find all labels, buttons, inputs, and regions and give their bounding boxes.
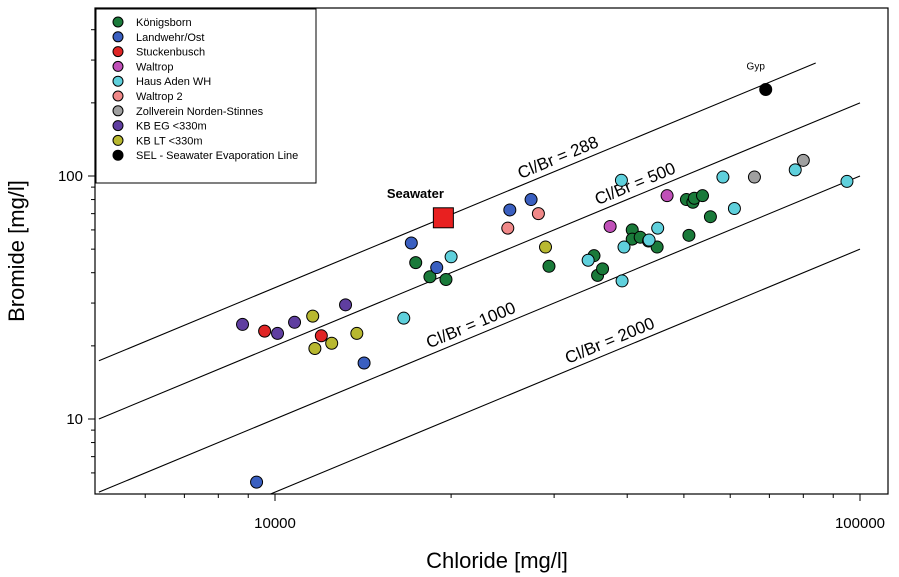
legend-marker <box>112 149 124 161</box>
y-tick-label: 10 <box>66 411 83 428</box>
data-point <box>271 326 285 340</box>
data-point <box>788 163 802 177</box>
legend-marker <box>112 120 124 132</box>
data-point <box>306 309 320 323</box>
legend-label: KB EG <330m <box>136 121 207 133</box>
data-point <box>682 228 696 242</box>
data-point <box>250 475 264 489</box>
data-point <box>357 356 371 370</box>
legend-box <box>95 8 317 184</box>
data-point <box>350 326 364 340</box>
legend-marker <box>112 46 124 58</box>
legend-label: SEL - Seawater Evaporation Line <box>136 150 298 162</box>
data-point <box>703 210 717 224</box>
ratio-line <box>269 248 861 494</box>
legend-label: Königsborn <box>136 17 192 29</box>
x-axis-title: Chloride [mg/l] <box>426 548 568 573</box>
data-point <box>716 170 730 184</box>
data-point <box>308 342 322 356</box>
seawater-label: Seawater <box>387 186 444 201</box>
axis-ticks: 10000 100000 10 100 <box>58 29 885 532</box>
data-point <box>660 189 674 203</box>
data-point <box>796 153 810 167</box>
data-point <box>581 253 595 267</box>
ratio-line <box>98 62 816 362</box>
data-point <box>288 315 302 329</box>
data-point <box>651 221 665 235</box>
legend-label: Landwehr/Ost <box>136 32 204 44</box>
data-point <box>596 262 610 276</box>
data-point <box>615 274 629 288</box>
legend-label: Waltrop <box>136 61 174 73</box>
legend-label: Zollverein Norden-Stinnes <box>136 106 264 118</box>
data-point <box>539 240 553 254</box>
data-point <box>409 256 423 270</box>
seawater-marker <box>432 207 454 229</box>
data-point <box>531 207 545 221</box>
legend-marker <box>112 75 124 87</box>
data-point <box>642 233 656 247</box>
legend-label: Stuckenbusch <box>136 47 205 59</box>
x-tick-label: 100000 <box>835 515 885 532</box>
legend-marker <box>112 90 124 102</box>
legend-marker <box>112 134 124 146</box>
y-axis-title: Bromide [mg/l] <box>4 180 29 322</box>
legend: Königsborn Landwehr/Ost Stuckenbusch Waltro… <box>95 8 317 184</box>
data-point <box>325 336 339 350</box>
annotations: Seawater Gyp <box>387 62 766 201</box>
ratio-lines <box>98 62 861 494</box>
y-tick-label: 100 <box>58 168 83 185</box>
data-point <box>339 298 353 312</box>
legend-items: Königsborn Landwehr/Ost Stuckenbusch Waltro… <box>112 16 298 162</box>
data-point <box>759 82 773 96</box>
legend-marker <box>112 31 124 43</box>
data-point <box>444 250 458 264</box>
data-point <box>747 170 761 184</box>
legend-marker <box>112 60 124 72</box>
ratio-line <box>98 102 861 420</box>
legend-label: KB LT <330m <box>136 135 203 147</box>
data-point <box>503 203 517 217</box>
data-point <box>614 173 628 187</box>
data-point <box>404 236 418 250</box>
data-point <box>727 201 741 215</box>
data-points <box>236 82 854 489</box>
data-point <box>258 324 272 338</box>
legend-marker <box>112 105 124 117</box>
data-point <box>617 240 631 254</box>
data-point <box>423 270 437 284</box>
data-point <box>501 221 515 235</box>
gyp-label: Gyp <box>747 62 766 73</box>
data-point <box>840 174 854 188</box>
data-point <box>524 193 538 207</box>
ratio-line <box>98 175 861 493</box>
legend-label: Waltrop 2 <box>136 91 183 103</box>
data-point <box>439 273 453 287</box>
data-point <box>397 311 411 325</box>
x-tick-label: 10000 <box>254 515 296 532</box>
data-point <box>314 329 328 343</box>
data-point <box>696 189 710 203</box>
data-point <box>603 219 617 233</box>
data-point <box>430 261 444 275</box>
legend-marker <box>112 16 124 28</box>
data-point <box>542 259 556 273</box>
data-point <box>236 317 250 331</box>
legend-label: Haus Aden WH <box>136 76 211 88</box>
